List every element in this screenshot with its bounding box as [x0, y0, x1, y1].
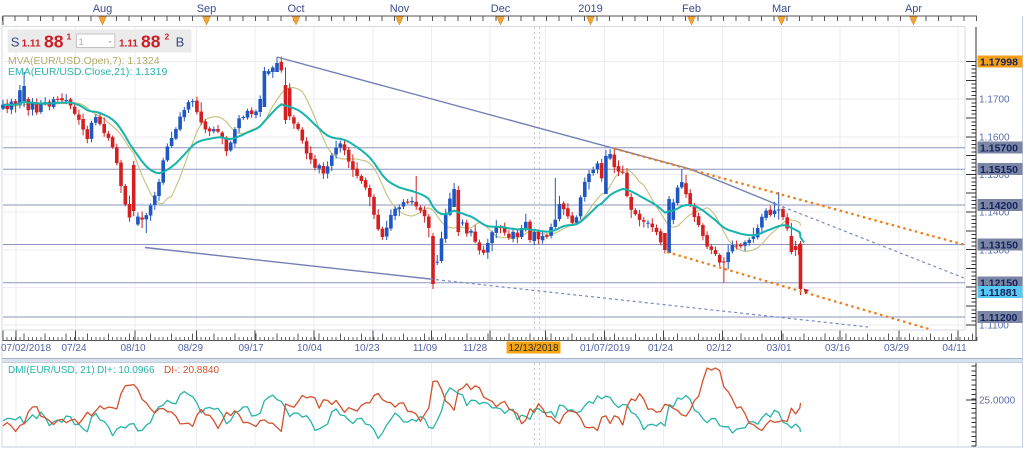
- svg-text:1.15150: 1.15150: [980, 164, 1018, 176]
- svg-text:10/23: 10/23: [354, 343, 379, 354]
- svg-text:1.1100: 1.1100: [979, 321, 1009, 332]
- svg-text:01/07/2019: 01/07/2019: [580, 343, 630, 354]
- svg-text:Dec: Dec: [491, 3, 511, 15]
- svg-text:1: 1: [67, 32, 72, 42]
- svg-text:Apr: Apr: [905, 3, 922, 15]
- svg-text:1.11881: 1.11881: [980, 287, 1018, 299]
- svg-text:08/29: 08/29: [178, 343, 203, 354]
- svg-text:Nov: Nov: [390, 3, 410, 15]
- svg-text:03/16: 03/16: [825, 343, 850, 354]
- svg-text:1: 1: [79, 37, 84, 48]
- svg-text:10/04: 10/04: [297, 343, 322, 354]
- svg-text:03/01: 03/01: [766, 343, 791, 354]
- svg-text:S: S: [11, 35, 20, 50]
- svg-text:1.14200: 1.14200: [980, 200, 1018, 212]
- svg-text:1.11: 1.11: [22, 39, 41, 50]
- svg-text:Sep: Sep: [197, 3, 217, 15]
- svg-text:1.1700: 1.1700: [979, 95, 1010, 106]
- svg-text:01/24: 01/24: [648, 343, 673, 354]
- svg-text:Oct: Oct: [287, 3, 304, 15]
- svg-text:12/13/2018: 12/13/2018: [508, 343, 558, 354]
- svg-text:1.1300: 1.1300: [979, 246, 1010, 257]
- svg-text:Feb: Feb: [682, 3, 701, 15]
- svg-text:11/09: 11/09: [413, 343, 438, 354]
- svg-text:DMI(EUR/USD, 21): DMI(EUR/USD, 21): [8, 365, 95, 376]
- svg-text:2019: 2019: [578, 3, 602, 15]
- svg-text:DI+: 10.0966: DI+: 10.0966: [97, 365, 155, 376]
- svg-text:02/12: 02/12: [706, 343, 731, 354]
- svg-text:09/17: 09/17: [238, 343, 263, 354]
- svg-text:1.17998: 1.17998: [980, 57, 1018, 69]
- svg-text:07/02/2018: 07/02/2018: [1, 343, 51, 354]
- svg-text:2: 2: [165, 32, 170, 42]
- svg-text:Mar: Mar: [772, 3, 791, 15]
- svg-text:04/11: 04/11: [942, 343, 967, 354]
- svg-text:B: B: [176, 35, 185, 50]
- svg-text:03/29: 03/29: [884, 343, 909, 354]
- svg-text:EMA(EUR/USD.Close,21): 1.1319: EMA(EUR/USD.Close,21): 1.1319: [8, 66, 167, 78]
- svg-text:1.1600: 1.1600: [979, 133, 1010, 144]
- svg-text:25.0000: 25.0000: [979, 396, 1016, 407]
- svg-text:1.1400: 1.1400: [979, 208, 1010, 219]
- svg-text:07/24: 07/24: [61, 343, 86, 354]
- svg-text:1.11: 1.11: [119, 39, 138, 50]
- svg-text:1.13150: 1.13150: [980, 240, 1018, 252]
- svg-text:08/10: 08/10: [120, 343, 145, 354]
- svg-text:DI-: 20.8840: DI-: 20.8840: [164, 365, 219, 376]
- svg-text:Aug: Aug: [93, 3, 113, 15]
- svg-text:11/28: 11/28: [463, 343, 488, 354]
- svg-text:MVA(EUR/USD.Open,7): 1.1324: MVA(EUR/USD.Open,7): 1.1324: [8, 55, 160, 67]
- svg-text:88: 88: [141, 32, 161, 52]
- svg-text:1.11200: 1.11200: [980, 312, 1018, 324]
- svg-text:88: 88: [44, 32, 64, 52]
- svg-text:1.1500: 1.1500: [979, 170, 1010, 181]
- svg-text:1.15700: 1.15700: [980, 143, 1018, 155]
